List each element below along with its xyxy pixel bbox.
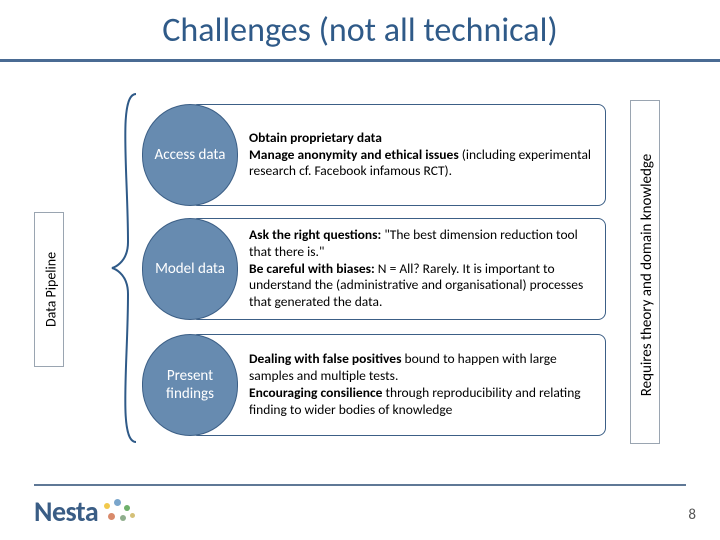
page-title: Challenges (not all technical) (0, 0, 720, 59)
dot (108, 513, 115, 520)
curly-brace-icon (108, 92, 140, 444)
nesta-logo: Nesta (34, 494, 140, 528)
theory-label: Requires theory and domain knowledge (638, 112, 656, 438)
main-diagram: Data Pipeline Obtain proprietary data Ma… (0, 62, 720, 472)
desc-bold: Dealing with false positives (249, 350, 401, 367)
pipeline-box: Data Pipeline (34, 212, 64, 367)
dot (130, 513, 135, 518)
logo-text: Nesta (34, 494, 98, 529)
stage-access-data: Obtain proprietary data Manage anonymity… (142, 104, 606, 206)
page-number: 8 (688, 506, 696, 524)
stage-present-findings: Dealing with false positives bound to ha… (142, 334, 606, 436)
desc-bold: Obtain proprietary data (249, 129, 382, 146)
stage-pill: Present findings (142, 334, 238, 436)
desc-bold: Be careful with biases: (249, 260, 375, 277)
dot (124, 505, 130, 511)
logo-dots-icon (100, 497, 140, 525)
stage-pill: Model data (142, 218, 238, 320)
stage-desc: Obtain proprietary data Manage anonymity… (190, 104, 606, 206)
stage-desc: Ask the right questions: "The best dimen… (190, 218, 606, 320)
desc-bold: Ask the right questions: (249, 226, 381, 243)
footer-divider (34, 484, 686, 486)
dot (120, 515, 126, 521)
pipeline-label: Data Pipeline (43, 230, 60, 350)
stage-desc: Dealing with false positives bound to ha… (190, 334, 606, 436)
stage-model-data: Ask the right questions: "The best dimen… (142, 218, 606, 320)
stage-pill: Access data (142, 104, 238, 206)
theory-box: Requires theory and domain knowledge (630, 100, 660, 444)
dot (114, 499, 121, 506)
dot (104, 503, 110, 509)
desc-bold: Manage anonymity and ethical issues (249, 146, 459, 163)
desc-bold: Encouraging consilience (249, 384, 382, 401)
